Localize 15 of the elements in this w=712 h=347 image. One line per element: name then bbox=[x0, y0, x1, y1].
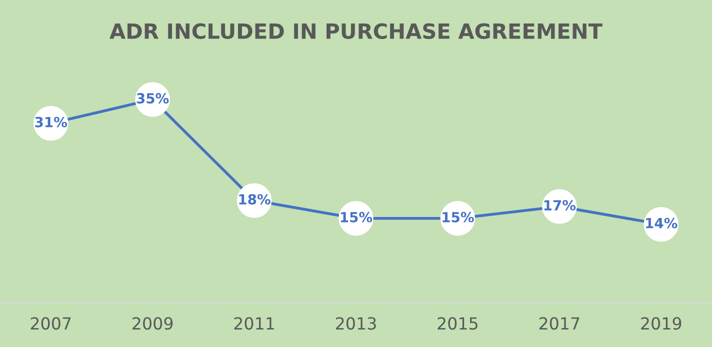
data-label: 18% bbox=[239, 194, 270, 205]
chart-title: ADR INCLUDED IN PURCHASE AGREEMENT bbox=[110, 23, 602, 40]
x-tick-label: 2009 bbox=[132, 317, 173, 330]
x-tick-label: 2017 bbox=[539, 317, 580, 330]
data-label: 15% bbox=[442, 212, 474, 222]
data-label: 35% bbox=[136, 93, 169, 104]
x-tick-label: 2013 bbox=[336, 317, 376, 330]
data-label: 31% bbox=[35, 116, 68, 128]
x-tick-label: 2007 bbox=[30, 317, 71, 330]
x-tick-label: 2011 bbox=[234, 317, 274, 330]
data-label: 17% bbox=[544, 200, 576, 211]
x-tick-label: 2019 bbox=[641, 317, 682, 330]
data-label: 14% bbox=[646, 218, 678, 228]
data-label: 15% bbox=[340, 212, 372, 222]
x-tick-label: 2015 bbox=[438, 317, 478, 330]
